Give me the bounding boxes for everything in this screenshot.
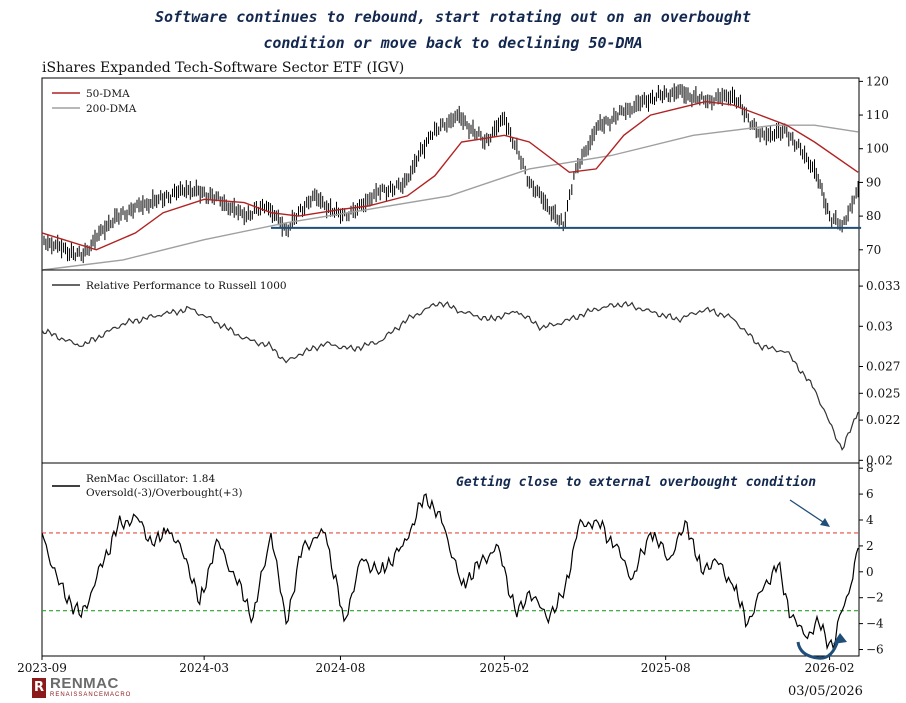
oscillator-line — [41, 493, 859, 651]
legend-label: Oversold(-3)/Overbought(+3) — [86, 487, 242, 499]
y-tick-label: 0.022 — [866, 413, 900, 427]
logo-name: RENMAC — [50, 675, 119, 692]
y-tick-label: −2 — [866, 591, 884, 605]
x-axis: 2023-09 2024-03 2024-08 2025-02 2025-08 2026-… — [17, 656, 855, 675]
annotation-arrowhead — [820, 518, 830, 527]
dma200-line — [41, 124, 859, 271]
date-stamp: 03/05/2026 — [788, 684, 863, 699]
x-tick-label: 2026-02 — [805, 661, 855, 675]
logo-mark-icon: R — [32, 678, 46, 698]
panel-frame — [41, 269, 860, 464]
x-tick-label: 2025-08 — [641, 661, 691, 675]
y-tick-label: 110 — [866, 108, 889, 122]
y-tick-label: 0.02 — [866, 453, 893, 467]
dma50-line — [41, 100, 859, 251]
legend-label: RenMac Oscillator: 1.84 — [86, 473, 215, 485]
y-tick-label: 0.027 — [866, 360, 900, 374]
y-tick-label: 0.033 — [866, 279, 900, 293]
y-tick-label: 2 — [866, 539, 874, 553]
x-tick-label: 2024-03 — [179, 661, 229, 675]
y-tick-label: 6 — [866, 487, 874, 501]
annotation-arrow — [789, 499, 827, 525]
logo-subtitle: RENAISSANCEMACRO — [50, 692, 132, 698]
y-tick-label: 0.025 — [866, 386, 900, 400]
rebound-curved-arrowhead — [833, 633, 847, 644]
legend-label: 200-DMA — [86, 103, 137, 115]
y-tick-label: 0.03 — [866, 319, 893, 333]
renmac-logo: R RENMAC RENAISSANCEMACRO — [32, 675, 132, 699]
y-tick-label: 100 — [866, 142, 889, 156]
y-tick-label: 120 — [866, 74, 889, 88]
legend-label: Relative Performance to Russell 1000 — [86, 280, 287, 292]
y-tick-label: 90 — [866, 175, 881, 189]
y-tick-label: −6 — [866, 643, 884, 657]
y-tick-label: −4 — [866, 617, 884, 631]
legend-label: 50-DMA — [86, 88, 130, 100]
chart-headline: Software continues to rebound, start rot… — [0, 4, 906, 56]
price-panel: 70 80 90 100 110 120 50-DMA 200-DMA — [41, 74, 889, 271]
rebound-curved-arrow — [796, 639, 840, 660]
oscillator-panel: −6 −4 −2 0 2 4 6 8 RenMac Oscillator: 1.84 Overso… — [41, 461, 884, 657]
x-tick-label: 2024-08 — [316, 661, 366, 675]
chart-title: iShares Expanded Tech-Software Sector ET… — [42, 60, 405, 76]
relative-performance-line — [41, 300, 859, 451]
x-tick-label: 2023-09 — [17, 661, 67, 675]
panel-frame — [41, 462, 860, 657]
y-tick-label: 70 — [866, 243, 881, 257]
overbought-annotation: Getting close to external overbought con… — [456, 475, 816, 490]
headline-line-2: condition or move back to declining 50-D… — [263, 34, 643, 52]
y-tick-label: 8 — [866, 461, 874, 475]
relative-performance-panel: 0.02 0.022 0.025 0.027 0.03 0.033 Relative Per… — [41, 269, 900, 467]
y-tick-label: 4 — [866, 513, 874, 527]
y-tick-label: 80 — [866, 209, 881, 223]
x-tick-label: 2025-02 — [479, 661, 529, 675]
headline-line-1: Software continues to rebound, start rot… — [154, 8, 752, 26]
y-tick-label: 0 — [866, 565, 874, 579]
